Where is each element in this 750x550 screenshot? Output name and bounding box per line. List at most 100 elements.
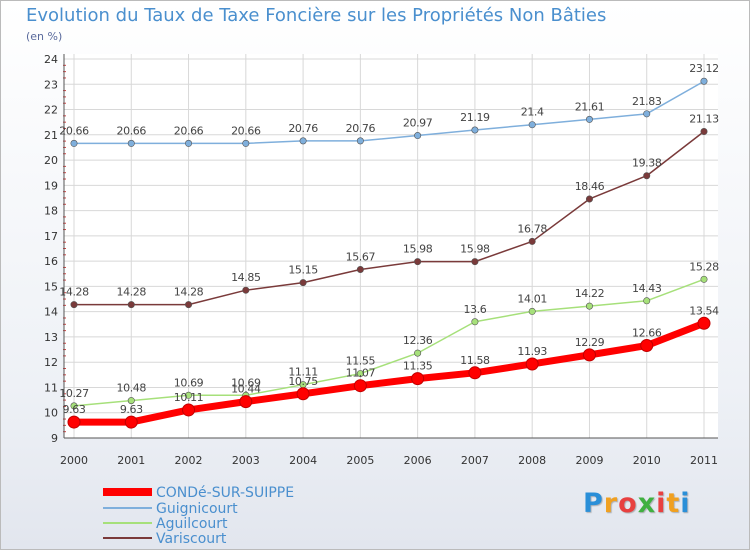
y-tick-label-23: 23 [44, 78, 58, 91]
data-point [643, 172, 651, 180]
y-tick-label-11: 11 [44, 381, 58, 394]
legend-label-Variscourt: Variscourt [156, 531, 227, 547]
data-label: 15.98 [460, 243, 490, 256]
data-point [356, 370, 364, 378]
y-tick-label-17: 17 [44, 230, 58, 243]
data-label: 20.76 [346, 122, 376, 135]
data-label: 12.29 [575, 336, 605, 349]
data-point [70, 139, 78, 147]
data-point [356, 137, 364, 145]
data-point [127, 397, 135, 405]
series-line-Aguilcourt [73, 278, 705, 407]
data-point [471, 258, 479, 266]
data-label: 21.4 [521, 106, 544, 119]
data-point [697, 316, 711, 330]
data-point [585, 302, 593, 310]
data-label: 20.76 [288, 122, 318, 135]
data-label: 10.69 [231, 376, 261, 389]
data-point [239, 395, 253, 409]
y-tick-label-22: 22 [44, 104, 58, 117]
data-label: 14.01 [517, 292, 547, 305]
data-label: 9.63 [120, 403, 143, 416]
y-tick-label-14: 14 [44, 306, 58, 319]
data-label: 14.85 [231, 271, 261, 284]
data-point [471, 318, 479, 326]
data-label: 15.98 [403, 243, 433, 256]
data-point [299, 279, 307, 287]
x-tick-label-2007: 2007 [461, 454, 489, 467]
data-point [353, 379, 367, 393]
data-label: 15.67 [346, 250, 376, 263]
data-label: 15.15 [288, 264, 318, 277]
logo-letter: i [656, 488, 667, 519]
data-label: 19.38 [632, 157, 662, 170]
data-point [414, 258, 422, 266]
data-point [67, 415, 81, 429]
data-point [185, 301, 193, 309]
data-point [296, 387, 310, 401]
data-point [127, 301, 135, 309]
y-tick-label-20: 20 [44, 154, 58, 167]
data-label: 20.66 [231, 124, 261, 137]
chart-subtitle: (en %) [26, 30, 63, 43]
logo-letter: P [583, 488, 604, 519]
data-label: 11.11 [288, 366, 318, 379]
data-label: 10.11 [174, 391, 204, 404]
x-tick-label-2001: 2001 [117, 454, 145, 467]
series-line-Guignicourt [74, 80, 705, 145]
data-label: 11.07 [346, 367, 376, 380]
x-tick-label-2002: 2002 [175, 454, 203, 467]
chart-title: Evolution du Taux de Taxe Foncière sur l… [26, 5, 607, 26]
data-label: 14.28 [174, 286, 204, 299]
data-point [299, 137, 307, 145]
series-lines [73, 80, 706, 426]
data-label: 10.48 [117, 382, 147, 395]
y-tick-label-10: 10 [44, 407, 58, 420]
data-label: 10.44 [231, 383, 261, 396]
y-tick-label-9: 9 [51, 432, 58, 445]
y-tick-label-15: 15 [44, 280, 58, 293]
logo-letter: t [666, 488, 681, 519]
data-label: 21.19 [460, 111, 490, 124]
data-point [643, 110, 651, 118]
data-label: 11.35 [403, 360, 433, 373]
x-tick-label-2006: 2006 [404, 454, 432, 467]
proxiti-logo: Proxiti [583, 488, 691, 519]
data-point [585, 195, 593, 203]
data-label: 15.28 [689, 260, 719, 273]
data-label: 16.78 [517, 222, 547, 235]
data-point [700, 275, 708, 283]
data-point [414, 349, 422, 357]
data-label: 18.46 [575, 180, 605, 193]
logo-letter: r [603, 488, 619, 519]
data-point [525, 357, 539, 371]
x-tick-label-2011: 2011 [690, 454, 718, 467]
data-point [582, 348, 596, 362]
data-point [124, 415, 138, 429]
data-label: 23.12 [689, 62, 719, 75]
series-points [67, 77, 711, 429]
data-label: 20.66 [59, 124, 89, 137]
data-label: 21.13 [689, 113, 719, 126]
logo-letter: i [680, 488, 691, 519]
legend: CONDé-SUR-SUIPPEGuignicourtAguilcourtVar… [103, 485, 294, 547]
data-label: 12.66 [632, 327, 662, 340]
legend-label-Aguilcourt: Aguilcourt [156, 516, 228, 532]
y-tick-label-21: 21 [44, 129, 58, 142]
data-label: 10.75 [288, 375, 318, 388]
data-point [528, 307, 536, 315]
data-label: 14.22 [575, 287, 605, 300]
series-line-CONDé-SUR-SUIPPE [74, 320, 706, 426]
data-point [185, 139, 193, 147]
y-tick-label-24: 24 [44, 53, 58, 66]
data-label: 20.97 [403, 117, 433, 130]
data-label: 14.28 [59, 286, 89, 299]
data-label: 10.69 [174, 376, 204, 389]
x-tick-label-2010: 2010 [633, 454, 661, 467]
y-tick-label-16: 16 [44, 255, 58, 268]
x-tick-label-2005: 2005 [346, 454, 374, 467]
data-label: 11.58 [460, 354, 490, 367]
logo-letter: o [618, 488, 638, 519]
data-label: 20.66 [117, 124, 147, 137]
data-point [468, 366, 482, 380]
